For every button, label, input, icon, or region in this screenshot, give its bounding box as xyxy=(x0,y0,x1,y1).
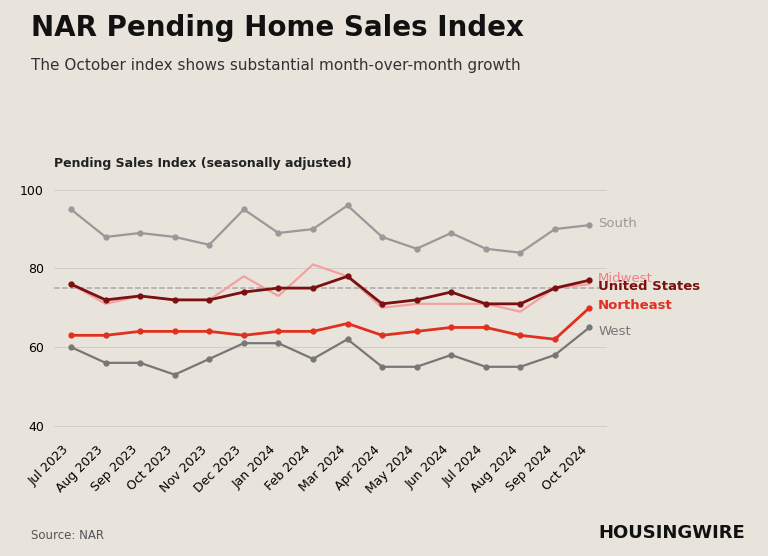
Text: NAR Pending Home Sales Index: NAR Pending Home Sales Index xyxy=(31,14,524,42)
Text: Pending Sales Index (seasonally adjusted): Pending Sales Index (seasonally adjusted… xyxy=(54,157,352,170)
Text: United States: United States xyxy=(598,280,700,292)
Text: Midwest: Midwest xyxy=(598,272,653,285)
Text: HOUSINGWIRE: HOUSINGWIRE xyxy=(598,524,745,542)
Text: Northeast: Northeast xyxy=(598,299,673,312)
Text: West: West xyxy=(598,325,631,338)
Text: Source: NAR: Source: NAR xyxy=(31,529,104,542)
Text: The October index shows substantial month-over-month growth: The October index shows substantial mont… xyxy=(31,58,521,73)
Text: South: South xyxy=(598,217,637,230)
